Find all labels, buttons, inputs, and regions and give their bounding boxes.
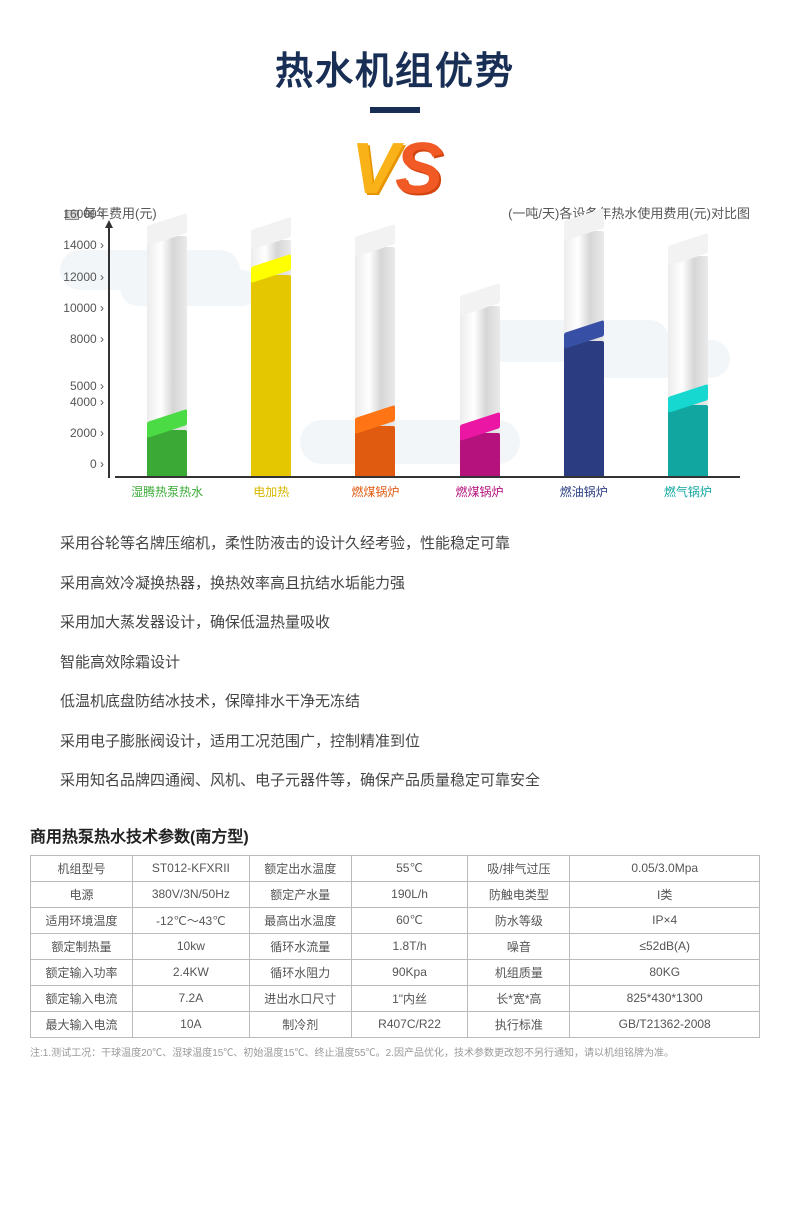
- bars-container: [115, 228, 740, 478]
- y-tick: 8000 ›: [70, 332, 104, 346]
- table-cell: 1"内丝: [351, 985, 468, 1011]
- footnote: 注:1.测试工况：干球温度20℃、湿球温度15℃、初始温度15℃、终止温度55℃…: [30, 1044, 760, 1059]
- feature-line: 采用加大蒸发器设计，确保低温热量吸收: [60, 612, 730, 635]
- table-cell: R407C/R22: [351, 1011, 468, 1037]
- title-underline: [370, 107, 420, 113]
- x-label: 燃煤锅炉: [333, 483, 418, 500]
- bar-fill: [251, 275, 291, 477]
- table-cell: 循环水流量: [249, 933, 351, 959]
- table-cell: 380V/3N/50Hz: [133, 881, 250, 907]
- table-cell: 90Kpa: [351, 959, 468, 985]
- table-row: 额定制热量10kw循环水流量1.8T/h噪音≤52dB(A): [31, 933, 760, 959]
- table-cell: 最高出水温度: [249, 907, 351, 933]
- table-cell: 吸/排气过压: [468, 855, 570, 881]
- table-cell: 55℃: [351, 855, 468, 881]
- table-cell: 机组质量: [468, 959, 570, 985]
- bar-fill: [564, 341, 604, 476]
- y-tick: 14000 ›: [63, 238, 104, 252]
- table-cell: 防触电类型: [468, 881, 570, 907]
- bar-fill: [355, 426, 395, 476]
- table-cell: 7.2A: [133, 985, 250, 1011]
- y-axis: 0 › 2000 › 4000 › 5000 › 8000 › 10000 › 12000 …: [60, 228, 110, 478]
- table-cell: 190L/h: [351, 881, 468, 907]
- table-row: 额定输入电流7.2A进出水口尺寸1"内丝长*宽*高825*430*1300: [31, 985, 760, 1011]
- table-cell: 额定制热量: [31, 933, 133, 959]
- table-row: 额定输入功率2.4KW循环水阻力90Kpa机组质量80KG: [31, 959, 760, 985]
- bar-fill: [147, 430, 187, 477]
- table-cell: GB/T21362-2008: [570, 1011, 760, 1037]
- table-row: 适用环境温度-12℃～43℃最高出水温度60℃防水等级IP×4: [31, 907, 760, 933]
- table-cell: I类: [570, 881, 760, 907]
- table-cell: 适用环境温度: [31, 907, 133, 933]
- params-table: 机组型号ST012-KFXRII额定出水温度55℃吸/排气过压0.05/3.0M…: [30, 855, 760, 1038]
- table-cell: 长*宽*高: [468, 985, 570, 1011]
- table-cell: IP×4: [570, 907, 760, 933]
- vs-graphic: VS: [0, 128, 790, 208]
- bar-column: [564, 228, 604, 476]
- vs-s: S: [395, 128, 439, 210]
- table-cell: 电源: [31, 881, 133, 907]
- y-tick: 10000 ›: [63, 301, 104, 315]
- bar-column: [355, 228, 395, 476]
- y-tick: 12000 ›: [63, 270, 104, 284]
- y-tick: 2000 ›: [70, 426, 104, 440]
- table-title: 商用热泵热水技术参数(南方型): [30, 823, 760, 847]
- table-cell: 机组型号: [31, 855, 133, 881]
- bar-fill: [668, 405, 708, 476]
- page-title: 热水机组优势: [0, 40, 790, 95]
- features-list: 采用谷轮等名牌压缩机，柔性防液击的设计久经考验，性能稳定可靠采用高效冷凝换热器，…: [60, 533, 730, 793]
- bar-column: [460, 228, 500, 476]
- table-cell: 825*430*1300: [570, 985, 760, 1011]
- table-cell: 1.8T/h: [351, 933, 468, 959]
- table-cell: 制冷剂: [249, 1011, 351, 1037]
- feature-line: 采用电子膨胀阀设计，适用工况范围广，控制精准到位: [60, 731, 730, 754]
- table-row: 机组型号ST012-KFXRII额定出水温度55℃吸/排气过压0.05/3.0M…: [31, 855, 760, 881]
- x-label: 电加热: [229, 483, 314, 500]
- feature-line: 采用知名品牌四通阀、风机、电子元器件等，确保产品质量稳定可靠安全: [60, 770, 730, 793]
- table-cell: 额定产水量: [249, 881, 351, 907]
- table-cell: 额定输入电流: [31, 985, 133, 1011]
- x-label: 燃油锅炉: [541, 483, 626, 500]
- table-cell: 进出水口尺寸: [249, 985, 351, 1011]
- vs-v: V: [351, 128, 395, 210]
- table-cell: 10kw: [133, 933, 250, 959]
- table-cell: ST012-KFXRII: [133, 855, 250, 881]
- table-cell: 噪音: [468, 933, 570, 959]
- y-tick: 0 ›: [90, 457, 104, 471]
- table-cell: 循环水阻力: [249, 959, 351, 985]
- bar-column: [251, 228, 291, 476]
- feature-line: 采用高效冷凝换热器，换热效率高且抗结水垢能力强: [60, 573, 730, 596]
- y-tick: 16000 ›: [63, 207, 104, 221]
- table-cell: 2.4KW: [133, 959, 250, 985]
- table-row: 最大输入电流10A制冷剂R407C/R22执行标准GB/T21362-2008: [31, 1011, 760, 1037]
- table-cell: 额定输入功率: [31, 959, 133, 985]
- table-cell: 10A: [133, 1011, 250, 1037]
- table-cell: 执行标准: [468, 1011, 570, 1037]
- table-cell: 最大输入电流: [31, 1011, 133, 1037]
- y-axis-arrow: [105, 220, 113, 228]
- table-cell: ≤52dB(A): [570, 933, 760, 959]
- y-tick: 4000 ›: [70, 395, 104, 409]
- table-cell: 防水等级: [468, 907, 570, 933]
- table-cell: 额定出水温度: [249, 855, 351, 881]
- bar-column: [668, 228, 708, 476]
- chart-legend-right: (一吨/天)各设备年热水使用费用(元)对比图: [508, 203, 750, 222]
- table-cell: 0.05/3.0Mpa: [570, 855, 760, 881]
- bar-fill: [460, 433, 500, 476]
- table-row: 电源380V/3N/50Hz额定产水量190L/h防触电类型I类: [31, 881, 760, 907]
- x-label: 燃煤锅炉: [437, 483, 522, 500]
- x-label: 燃气锅炉: [645, 483, 730, 500]
- feature-line: 低温机底盘防结冰技术，保障排水干净无冻结: [60, 691, 730, 714]
- table-cell: -12℃～43℃: [133, 907, 250, 933]
- y-tick: 5000 ›: [70, 379, 104, 393]
- table-cell: 80KG: [570, 959, 760, 985]
- feature-line: 智能高效除霜设计: [60, 652, 730, 675]
- x-label: 湿腾热泵热水: [125, 483, 210, 500]
- x-labels: 湿腾热泵热水 电加热 燃煤锅炉 燃煤锅炉 燃油锅炉 燃气锅炉: [115, 483, 740, 500]
- table-cell: 60℃: [351, 907, 468, 933]
- bar-column: [147, 228, 187, 476]
- feature-line: 采用谷轮等名牌压缩机，柔性防液击的设计久经考验，性能稳定可靠: [60, 533, 730, 556]
- cost-chart: 每年费用(元) (一吨/天)各设备年热水使用费用(元)对比图 0 ›2000 ›…: [60, 208, 730, 508]
